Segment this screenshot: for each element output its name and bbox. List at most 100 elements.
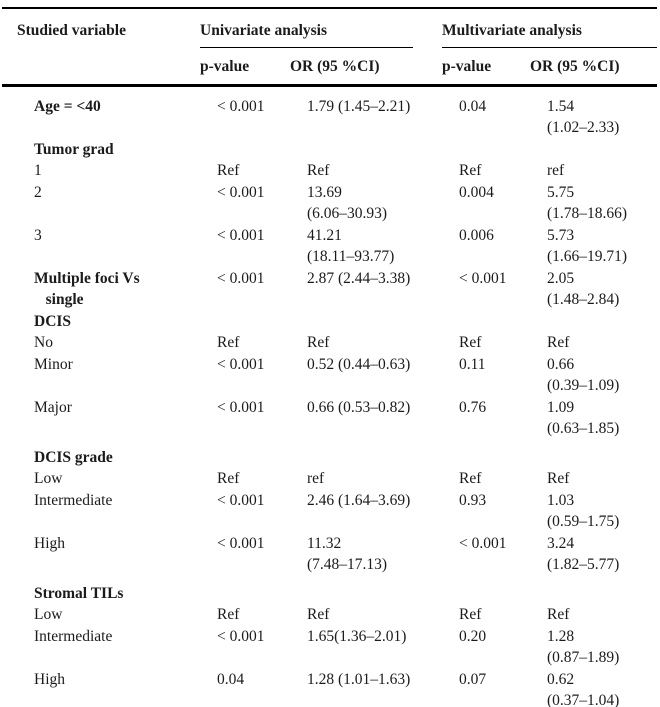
cell-multivariate-or-ci: Ref [547, 470, 570, 487]
cell-multivariate-p-value: 0.20 [459, 627, 487, 645]
cell-multivariate-p-value: < 0.001 [459, 534, 507, 552]
cell-multivariate-or-ci: 2.05 (1.48–2.84) [547, 269, 620, 309]
table-row: Intermediate < 0.001 1.65(1.36–2.01) 0.20 1.… [17, 626, 660, 669]
cell-multivariate-p-value: Ref [459, 162, 482, 179]
cell-multivariate-p-value: 0.07 [459, 670, 487, 688]
cell-univariate-p-value [217, 139, 307, 161]
cell-variable: Age = <40 [34, 97, 101, 115]
cell-multivariate-or-ci: 3.24 (1.82–5.77) [547, 534, 620, 574]
cell-variable: DCIS [34, 312, 72, 330]
table-row: 2 < 0.001 13.69 (6.06–30.93) 0.004 5.75 (1.7… [17, 182, 660, 225]
cell-univariate-p-value: < 0.001 [217, 226, 265, 244]
cell-univariate-or-ci: 2.46 (1.64–3.69) [307, 491, 411, 509]
table-row: No Ref Ref Ref Ref [17, 332, 660, 354]
cell-univariate-p-value: < 0.001 [217, 269, 265, 287]
cell-variable: Stromal TILs [34, 584, 124, 602]
cell-variable: Minor [34, 355, 73, 373]
column-group-univariate: Univariate analysis [200, 9, 442, 48]
column-group-univariate-label: Univariate analysis [200, 9, 413, 48]
cell-univariate-p-value: < 0.001 [217, 398, 265, 416]
table-header-bottom-rule [2, 84, 657, 87]
cell-univariate-p-value: < 0.001 [217, 534, 265, 552]
cell-multivariate-p-value: 0.004 [459, 183, 494, 201]
table-header-group-row: Studied variable Univariate analysis Mul… [0, 9, 660, 48]
section-header-row: DCIS [17, 311, 660, 333]
table-body: Age = <40 < 0.001 1.79 (1.45–2.21) 0.04 1.54… [0, 87, 660, 707]
cell-multivariate-or-ci: Ref [547, 334, 570, 351]
cell-univariate-p-value: Ref [217, 606, 240, 623]
cell-univariate-or-ci: 1.28 (1.01–1.63) [307, 670, 411, 688]
table-row: Intermediate < 0.001 2.46 (1.64–3.69) 0.93 1… [17, 490, 660, 533]
cell-variable: Multiple foci Vs single [34, 269, 140, 309]
column-header-multivariate-p-value: p-value [442, 58, 492, 75]
cell-univariate-p-value: < 0.001 [217, 355, 265, 373]
cell-multivariate-p-value: < 0.001 [459, 269, 507, 287]
cell-variable: Low [34, 470, 63, 487]
cell-multivariate-p-value [459, 139, 547, 161]
cell-univariate-p-value: < 0.001 [217, 627, 265, 645]
section-header-row: Stromal TILs [17, 583, 660, 605]
cell-multivariate-p-value: Ref [459, 470, 482, 487]
cell-variable: 2 [34, 183, 42, 201]
cell-univariate-or-ci: 1.79 (1.45–2.21) [307, 97, 411, 115]
cell-multivariate-p-value: 0.76 [459, 398, 487, 416]
table-row: Low Ref ref Ref Ref [17, 468, 660, 490]
cell-variable: 3 [34, 226, 42, 244]
cell-univariate-or-ci [307, 139, 459, 161]
cell-variable: 1 [34, 162, 42, 179]
cell-univariate-or-ci: 1.65(1.36–2.01) [307, 627, 407, 645]
cell-multivariate-or-ci: ref [547, 162, 565, 179]
cell-univariate-or-ci: Ref [307, 606, 330, 623]
cell-multivariate-p-value: 0.006 [459, 226, 494, 244]
cell-multivariate-or-ci: 1.28 (0.87–1.89) [547, 627, 620, 667]
table-row: Age = <40 < 0.001 1.79 (1.45–2.21) 0.04 1.54… [17, 96, 660, 139]
cell-multivariate-or-ci: 1.09 (0.63–1.85) [547, 398, 620, 438]
table-row: 3 < 0.001 41.21 (18.11–93.77) 0.006 5.73 (1.… [17, 225, 660, 268]
cell-multivariate-p-value: Ref [459, 606, 482, 623]
cell-multivariate-p-value: Ref [459, 334, 482, 351]
cell-multivariate-or-ci: Ref [547, 606, 570, 623]
cell-variable: Intermediate [34, 491, 113, 509]
cell-multivariate-or-ci [547, 139, 660, 161]
cell-variable: Tumor grad [34, 140, 114, 158]
cell-multivariate-p-value [459, 583, 547, 605]
cell-univariate-or-ci: 11.32 (7.48–17.13) [307, 534, 388, 574]
cell-multivariate-or-ci: 5.73 (1.66–19.71) [547, 226, 628, 266]
table-row: Major < 0.001 0.66 (0.53–0.82) 0.76 1.09 (0.… [17, 397, 660, 440]
table-row: Multiple foci Vs single < 0.001 2.87 (2.44… [17, 268, 660, 311]
column-header-univariate-p-value: p-value [200, 58, 250, 75]
cell-univariate-p-value: Ref [217, 162, 240, 179]
cell-univariate-or-ci: 2.87 (2.44–3.38) [307, 269, 411, 287]
cell-multivariate-or-ci: 0.66 (0.39–1.09) [547, 355, 620, 395]
cell-univariate-or-ci [307, 447, 459, 469]
cell-univariate-or-ci: Ref [307, 162, 330, 179]
section-header-row: DCIS grade [17, 447, 660, 469]
cell-univariate-p-value: Ref [217, 334, 240, 351]
cell-multivariate-p-value: 0.93 [459, 491, 487, 509]
cell-univariate-p-value: 0.04 [217, 670, 245, 688]
table-row: High < 0.001 11.32 (7.48–17.13) < 0.001 3.24… [17, 533, 660, 576]
cell-multivariate-or-ci: 0.62 (0.37–1.04) [547, 670, 620, 707]
cell-variable: DCIS grade [34, 448, 113, 466]
column-header-studied-variable: Studied variable [17, 22, 126, 39]
cell-univariate-p-value [217, 447, 307, 469]
table-row: Low Ref Ref Ref Ref [17, 604, 660, 626]
cell-multivariate-or-ci [547, 311, 660, 333]
cell-multivariate-or-ci: 1.54 (1.02–2.33) [547, 97, 620, 137]
cell-multivariate-p-value: 0.11 [459, 355, 486, 373]
cell-variable: High [34, 670, 65, 688]
cell-univariate-p-value: < 0.001 [217, 97, 265, 115]
cell-multivariate-p-value [459, 311, 547, 333]
cell-multivariate-p-value: 0.04 [459, 97, 487, 115]
column-header-multivariate-or-ci: OR (95 %CI) [530, 58, 620, 75]
cell-multivariate-or-ci: 1.03 (0.59–1.75) [547, 491, 620, 531]
column-group-multivariate: Multivariate analysis [442, 9, 660, 48]
cell-multivariate-p-value [459, 447, 547, 469]
table-row: High 0.04 1.28 (1.01–1.63) 0.07 0.62 (0.37–1… [17, 669, 660, 707]
cell-univariate-or-ci: 13.69 (6.06–30.93) [307, 183, 388, 223]
cell-variable: Major [34, 398, 72, 416]
cell-univariate-p-value: < 0.001 [217, 183, 265, 201]
table-subheader-row: p-value OR (95 %CI) p-value OR (95 %CI) [0, 48, 660, 84]
cell-variable: Intermediate [34, 627, 113, 645]
cell-univariate-p-value: Ref [217, 470, 240, 487]
